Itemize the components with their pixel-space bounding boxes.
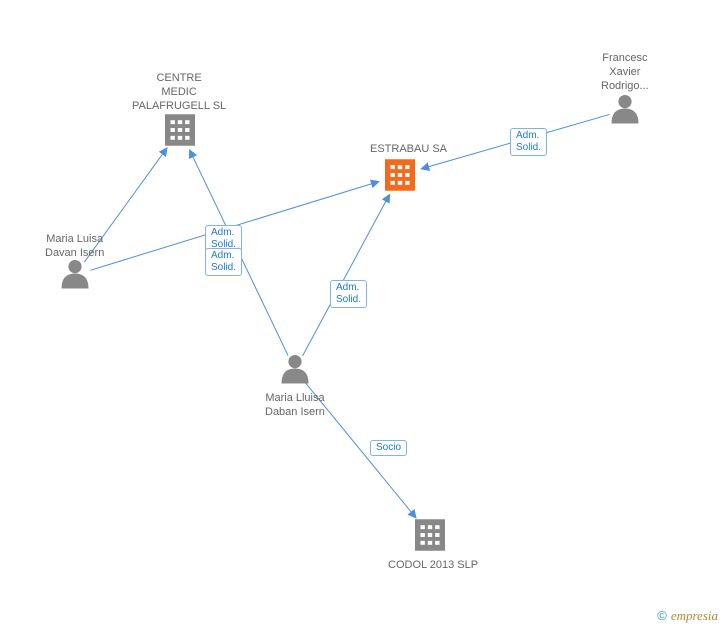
node-label: CENTRE MEDIC PALAFRUGELL SL (132, 72, 226, 113)
copyright-symbol: © (657, 608, 667, 623)
network-svg (0, 0, 728, 630)
node-label: Francesc Xavier Rodrigo... (601, 52, 649, 93)
edge-label: Adm. Solid. (510, 128, 547, 156)
person-icon[interactable] (612, 95, 639, 124)
person-icon[interactable] (282, 355, 309, 384)
edge-label: Adm. Solid. (330, 280, 367, 308)
node-label: ESTRABAU SA (370, 143, 447, 157)
company-icon[interactable] (385, 159, 415, 191)
company-icon[interactable] (415, 519, 445, 551)
person-icon[interactable] (62, 260, 89, 289)
node-label: Maria Luisa Davan Isern (45, 233, 104, 261)
edge-label: Adm. Solid. (205, 248, 242, 276)
company-icon[interactable] (165, 114, 195, 146)
edge (303, 194, 390, 356)
node-label: Maria Lluisa Daban Isern (265, 392, 325, 420)
node-label: CODOL 2013 SLP (388, 559, 478, 573)
watermark: © empresia (657, 608, 718, 624)
watermark-text: empresia (671, 608, 718, 623)
edge-label: Socio (370, 440, 407, 456)
